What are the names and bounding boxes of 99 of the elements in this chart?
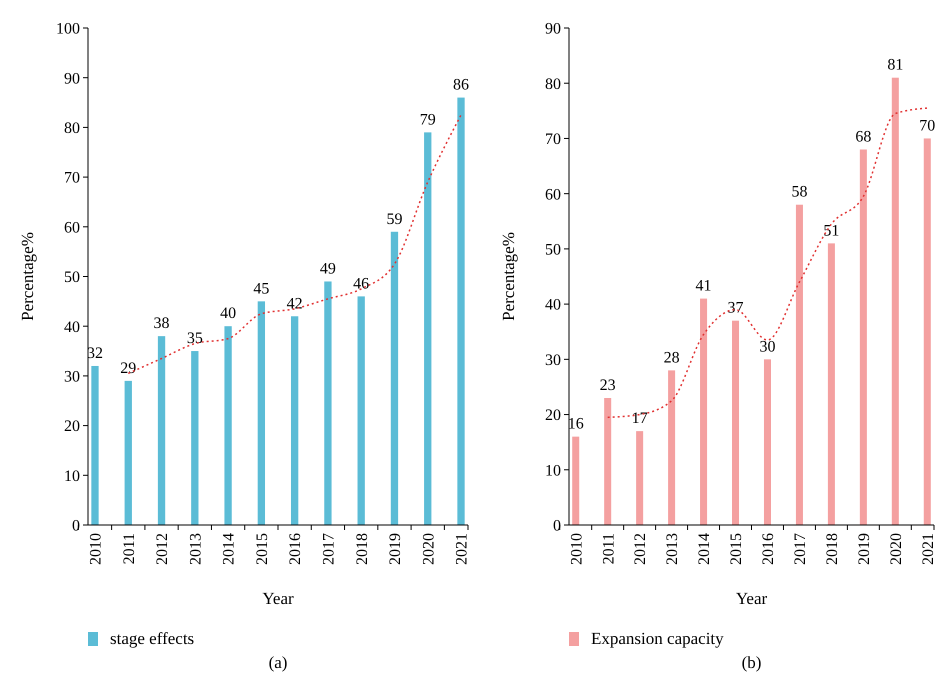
y-axis-title: Percentage% [499,232,518,321]
y-tick-label: 100 [56,20,80,38]
y-tick-label: 50 [545,241,561,258]
x-tick-label: 2015 [254,533,271,565]
data-label: 17 [632,410,648,428]
data-label: 81 [887,56,904,74]
bar [572,436,580,525]
data-label: 51 [823,222,840,240]
y-tick-label: 90 [64,70,80,88]
data-label: 30 [759,338,776,356]
bar [764,359,771,525]
legend-label: stage effects [110,629,194,648]
y-tick-label: 60 [545,186,561,204]
data-label: 23 [600,376,616,394]
x-axis-title: Year [736,589,768,608]
y-tick-label: 20 [545,407,561,424]
data-label: 38 [154,315,170,332]
x-tick-label: 2020 [420,533,438,565]
y-tick-label: 10 [64,468,80,485]
x-tick-label: 2010 [88,533,105,565]
data-label: 37 [728,300,744,317]
data-label: 35 [186,330,203,348]
bar [390,232,398,525]
y-tick-label: 90 [545,20,561,38]
bar [258,301,266,525]
bar [224,326,232,525]
bar [324,281,332,525]
data-label: 45 [253,280,270,298]
data-label: 79 [420,111,436,128]
bar [91,366,99,525]
legend-label: Expansion capacity [591,629,724,648]
data-label: 32 [86,344,103,362]
y-tick-label: 40 [64,318,80,336]
bar [290,316,298,525]
data-label: 59 [386,210,402,228]
data-label: 68 [855,128,872,146]
data-label: 70 [919,117,936,134]
x-tick-label: 2019 [387,533,404,565]
bar [636,431,644,525]
bar [732,320,740,525]
x-tick-label: 2016 [760,533,778,565]
data-label: 16 [568,416,584,433]
x-tick-label: 2021 [454,533,471,565]
bar [828,243,835,525]
bar [892,78,899,525]
x-tick-label: 2016 [287,533,304,565]
x-axis-title: Year [262,589,294,608]
y-tick-label: 50 [64,269,80,286]
data-label: 29 [120,360,136,377]
data-label: 86 [453,76,470,94]
y-tick-label: 30 [545,352,561,369]
bar [604,398,612,525]
x-tick-label: 2020 [888,533,905,565]
data-label: 41 [696,278,712,295]
y-tick-label: 10 [545,462,561,480]
bar [457,98,465,525]
bar [796,204,803,525]
data-label: 49 [320,260,336,278]
bar [358,296,365,525]
x-tick-label: 2011 [600,533,618,564]
y-tick-label: 70 [64,170,80,187]
y-tick-label: 80 [64,120,80,137]
data-label: 58 [791,184,808,201]
y-tick-label: 60 [64,219,80,236]
data-label: 28 [664,349,680,366]
x-tick-label: 2021 [920,533,937,565]
text: (a) [268,653,288,672]
y-tick-label: 40 [545,296,561,314]
y-tick-label: 20 [64,418,80,436]
bar [860,149,867,525]
y-axis-title: Percentage% [18,232,37,321]
x-tick-label: 2012 [154,533,172,565]
bar [191,351,198,525]
bar [124,380,132,525]
x-tick-label: 2014 [696,533,714,565]
x-tick-label: 2017 [792,533,810,565]
y-tick-label: 30 [64,368,80,386]
x-tick-label: 2011 [120,533,138,564]
x-tick-label: 2012 [632,533,650,565]
x-tick-label: 2018 [824,533,842,565]
bar [424,132,432,525]
y-tick-label: 70 [545,131,561,148]
x-tick-label: 2013 [187,533,204,565]
y-tick-label: 80 [545,76,561,93]
bar [158,336,166,525]
text: (b) [742,653,762,672]
x-tick-label: 2015 [728,533,746,565]
x-tick-label: 2018 [354,533,371,565]
x-tick-label: 2013 [664,533,682,565]
x-tick-label: 2010 [568,533,586,565]
x-tick-label: 2019 [856,533,873,565]
data-label: 42 [286,295,303,312]
bar [700,298,708,525]
bar [924,138,931,525]
bar [668,370,676,525]
x-tick-label: 2017 [320,533,338,565]
data-label: 46 [353,275,370,292]
data-label: 40 [220,305,236,322]
x-tick-label: 2014 [220,533,238,565]
